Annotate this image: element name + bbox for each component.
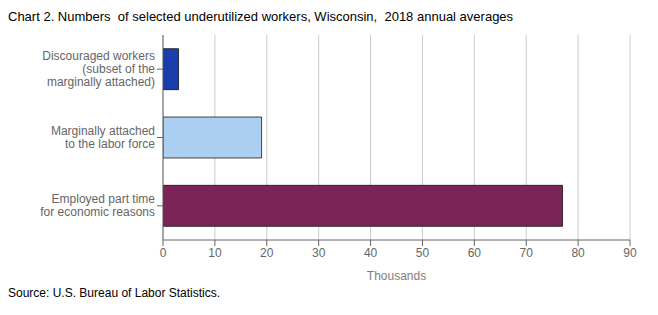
html-text:Chart 2. Numbers of selected u: Chart 2. Numbers of selected underutiliz…	[8, 9, 514, 24]
svg-text:80: 80	[571, 246, 585, 260]
svg-text:Marginally attachedto the labo: Marginally attachedto the labor force	[51, 124, 155, 151]
svg-text:50: 50	[416, 246, 430, 260]
svg-text:90: 90	[623, 246, 637, 260]
svg-text:30: 30	[312, 246, 326, 260]
svg-text:10: 10	[208, 246, 222, 260]
svg-text:20: 20	[260, 246, 274, 260]
svg-text:70: 70	[520, 246, 534, 260]
svg-text:0: 0	[160, 246, 167, 260]
svg-text:40: 40	[364, 246, 378, 260]
html-text:Source: U.S. Bureau of Labor S: Source: U.S. Bureau of Labor Statistics.	[8, 286, 221, 300]
svg-text:Discouraged workers(subset of: Discouraged workers(subset of themargina…	[42, 49, 155, 89]
svg-text:Employed part timefor economic: Employed part timefor economic reasons	[40, 192, 155, 219]
svg-text:Thousands: Thousands	[367, 269, 426, 283]
svg-text:60: 60	[468, 246, 482, 260]
